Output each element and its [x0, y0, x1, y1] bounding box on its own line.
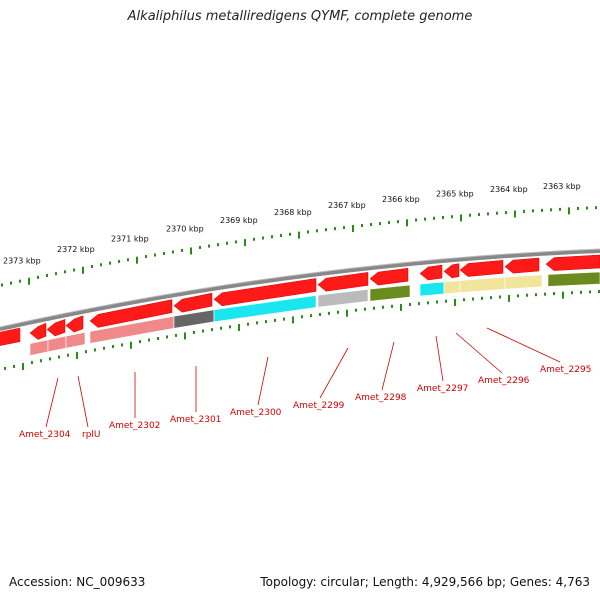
gene-label: Amet_2301 [170, 415, 221, 425]
gene-label: Amet_2304 [19, 430, 71, 440]
reverse-gene-block [317, 289, 369, 308]
label-leader-line [319, 347, 349, 399]
inner-tick-ruler [4, 290, 600, 371]
backbone-arc [0, 249, 600, 331]
reverse-gene-block [29, 339, 49, 356]
forward-gene-arrow [65, 315, 84, 333]
forward-gene-arrow [173, 292, 213, 313]
genome-backbone [0, 248, 600, 331]
forward-gene-arrow [419, 264, 443, 281]
reverse-gene-block [443, 280, 461, 295]
tick-label: 2364 kbp [490, 185, 528, 194]
forward-strand-genes [0, 254, 600, 346]
label-leader-line [486, 327, 561, 363]
tick-label: 2363 kbp [543, 182, 581, 191]
kbp-tick-labels: 2373 kbp 2372 kbp 2371 kbp 2370 kbp 2369 kbp… [3, 182, 581, 266]
genome-stats-text: Topology: circular; Length: 4,929,566 bp… [260, 575, 590, 589]
tick-label: 2370 kbp [166, 225, 204, 234]
outer-tick-ruler [1, 206, 597, 287]
reverse-gene-block [173, 309, 215, 329]
reverse-gene-block [459, 276, 506, 293]
accession-text: Accession: NC_009633 [9, 575, 146, 589]
forward-gene-arrow [504, 257, 540, 274]
map-title: Alkaliphilus metalliredigens QYMF, compl… [127, 9, 473, 24]
forward-gene-arrow [459, 260, 504, 277]
backbone-highlight [0, 248, 600, 328]
reverse-gene-block [547, 271, 600, 287]
reverse-gene-block [47, 335, 67, 353]
gene-label: rplU [82, 430, 101, 440]
tick-label: 2372 kbp [57, 245, 95, 254]
forward-gene-arrow [545, 254, 600, 271]
label-leader-line [45, 377, 59, 428]
tick-label: 2373 kbp [3, 256, 41, 265]
forward-gene-arrow [46, 318, 66, 337]
label-leader-line [435, 335, 444, 382]
reverse-gene-block [504, 274, 543, 290]
forward-gene-arrow [0, 327, 20, 345]
label-leader-line [77, 375, 89, 428]
reverse-gene-block [65, 332, 86, 349]
reverse-gene-block [419, 281, 445, 297]
forward-gene-arrow [369, 267, 409, 286]
gene-labels: Amet_2304 rplU Amet_2302 Amet_2301 Amet_2300… [19, 365, 591, 440]
reverse-gene-block [213, 295, 317, 323]
forward-gene-arrow [213, 278, 317, 307]
forward-gene-arrow [89, 299, 173, 328]
tick-label: 2365 kbp [436, 190, 474, 199]
reverse-strand-genes [29, 271, 600, 356]
gene-label: Amet_2296 [478, 376, 530, 386]
tick-label: 2367 kbp [328, 201, 366, 210]
reverse-gene-block [369, 284, 411, 302]
forward-gene-arrow [443, 263, 460, 279]
label-leader-line [381, 341, 395, 391]
forward-gene-arrow [29, 322, 47, 340]
tick-label: 2369 kbp [220, 216, 258, 225]
gene-label: Amet_2298 [355, 393, 407, 403]
gene-label: Amet_2302 [109, 421, 160, 431]
tick-label: 2371 kbp [111, 234, 149, 243]
label-leader-line [455, 332, 503, 374]
tick-label: 2366 kbp [382, 195, 420, 204]
gene-label: Amet_2297 [417, 384, 468, 394]
gene-label: Amet_2295 [540, 365, 591, 375]
gene-label-leaders [45, 327, 561, 428]
forward-gene-arrow [317, 272, 369, 292]
gene-label: Amet_2300 [230, 408, 282, 418]
label-leader-line [257, 356, 269, 406]
tick-label: 2368 kbp [274, 208, 312, 217]
gene-label: Amet_2299 [293, 401, 345, 411]
